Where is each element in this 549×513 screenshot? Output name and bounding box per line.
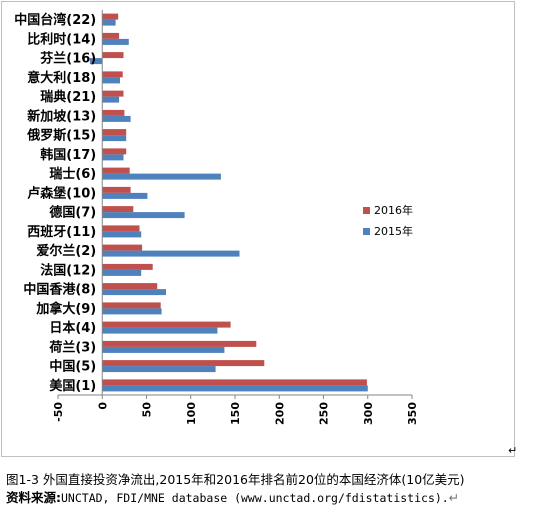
- x-tick-label-0: -50: [52, 402, 65, 422]
- bar-2016年-19: [102, 13, 119, 20]
- source-prefix: 资料来源:: [6, 490, 61, 505]
- bar-2015年-4: [102, 308, 162, 315]
- category-label-18: 比利时(14): [27, 31, 96, 47]
- bar-2015年-9: [102, 212, 185, 219]
- source-body: UNCTAD, FDI/MNE database (www.unctad.org…: [61, 491, 449, 505]
- x-tick-label-5: 200: [273, 402, 286, 425]
- category-label-13: 俄罗斯(15): [26, 128, 96, 144]
- x-tick-label-2: 50: [141, 402, 154, 418]
- bar-2016年-4: [102, 302, 161, 309]
- bar-2015年-17: [89, 58, 103, 65]
- bar-2015年-10: [102, 192, 148, 199]
- bar-2015年-7: [102, 250, 240, 257]
- bar-2015年-5: [102, 289, 166, 296]
- legend-label-1: 2015年: [374, 224, 413, 238]
- bar-2015年-3: [102, 327, 218, 334]
- bar-2015年-1: [102, 366, 216, 373]
- bar-2015年-13: [102, 135, 127, 142]
- category-label-19: 中国台湾(22): [14, 12, 96, 28]
- category-label-9: 德国(7): [49, 205, 96, 221]
- x-tick-label-8: 350: [406, 402, 419, 425]
- category-label-2: 荷兰(3): [48, 339, 96, 355]
- bar-2015年-12: [102, 154, 124, 161]
- bar-2015年-19: [102, 19, 116, 26]
- bar-2016年-1: [102, 360, 265, 367]
- bar-2015年-6: [102, 269, 142, 276]
- bar-2016年-3: [102, 321, 231, 328]
- category-label-12: 韩国(17): [40, 147, 96, 163]
- bar-2015年-8: [102, 231, 142, 238]
- bar-2016年-7: [102, 244, 143, 251]
- bar-2015年-16: [102, 77, 120, 84]
- figure-source: 资料来源:UNCTAD, FDI/MNE database (www.uncta…: [6, 490, 546, 506]
- bar-2015年-2: [102, 346, 225, 353]
- bar-2016年-16: [102, 71, 123, 78]
- category-label-15: 瑞典(21): [40, 89, 96, 105]
- category-label-16: 意大利(18): [27, 70, 96, 86]
- caption-title: 图1-3 外国直接投资净流出,2015年和2016年排名前20位的本国经济体(1…: [6, 472, 465, 487]
- x-tick-label-1: 0: [96, 402, 109, 410]
- bar-2016年-10: [102, 186, 131, 193]
- bar-2015年-0: [102, 385, 368, 392]
- chart-frame: 美国(1) 中国(5) 荷兰(3) 日本(4) 加拿大(9) 中国香港(8) 法国(12) 爱…: [1, 1, 516, 457]
- bar-2016年-13: [102, 129, 127, 136]
- bar-2016年-12: [102, 148, 127, 155]
- figure-caption: 图1-3 外国直接投资净流出,2015年和2016年排名前20位的本国经济体(1…: [6, 472, 546, 488]
- bar-2015年-18: [102, 38, 129, 45]
- paragraph-mark-chart: ↵: [508, 444, 516, 457]
- x-tick-label-4: 150: [229, 402, 242, 425]
- legend-label-0: 2016年: [374, 203, 413, 217]
- bar-2016年-18: [102, 32, 120, 39]
- bar-2016年-8: [102, 225, 140, 232]
- category-label-14: 新加坡(13): [27, 108, 96, 124]
- category-label-7: 爱尔兰(2): [36, 243, 96, 259]
- bar-2016年-17: [102, 52, 124, 59]
- bar-2016年-6: [102, 263, 153, 270]
- bar-2016年-14: [102, 109, 125, 116]
- bar-2015年-15: [102, 96, 120, 103]
- category-label-4: 加拿大(9): [35, 301, 96, 317]
- bar-2016年-11: [102, 167, 130, 174]
- bar-2016年-2: [102, 340, 257, 347]
- category-label-5: 中国香港(8): [23, 282, 96, 298]
- category-label-11: 瑞士(6): [49, 166, 96, 182]
- x-tick-label-7: 300: [362, 402, 375, 425]
- category-label-10: 卢森堡(10): [27, 185, 96, 201]
- legend-swatch-1: [363, 228, 370, 235]
- bar-2016年-0: [102, 379, 367, 386]
- category-label-17: 芬兰(16): [39, 51, 96, 67]
- bar-2016年-9: [102, 206, 134, 213]
- bar-2016年-15: [102, 90, 124, 97]
- legend-swatch-0: [363, 207, 370, 214]
- category-label-0: 美国(1): [49, 378, 96, 394]
- category-label-6: 法国(12): [40, 262, 96, 278]
- paragraph-mark: ↵: [448, 490, 460, 505]
- x-tick-label-6: 250: [318, 402, 331, 425]
- bar-2015年-14: [102, 115, 131, 122]
- bar-2016年-5: [102, 283, 158, 290]
- bar-chart: 美国(1) 中国(5) 荷兰(3) 日本(4) 加拿大(9) 中国香港(8) 法国(12) 爱…: [14, 10, 516, 457]
- category-label-1: 中国(5): [49, 359, 96, 375]
- x-tick-label-3: 100: [185, 402, 198, 425]
- category-label-3: 日本(4): [49, 320, 96, 336]
- category-label-8: 西班牙(11): [27, 224, 96, 240]
- bar-2015年-11: [102, 173, 221, 180]
